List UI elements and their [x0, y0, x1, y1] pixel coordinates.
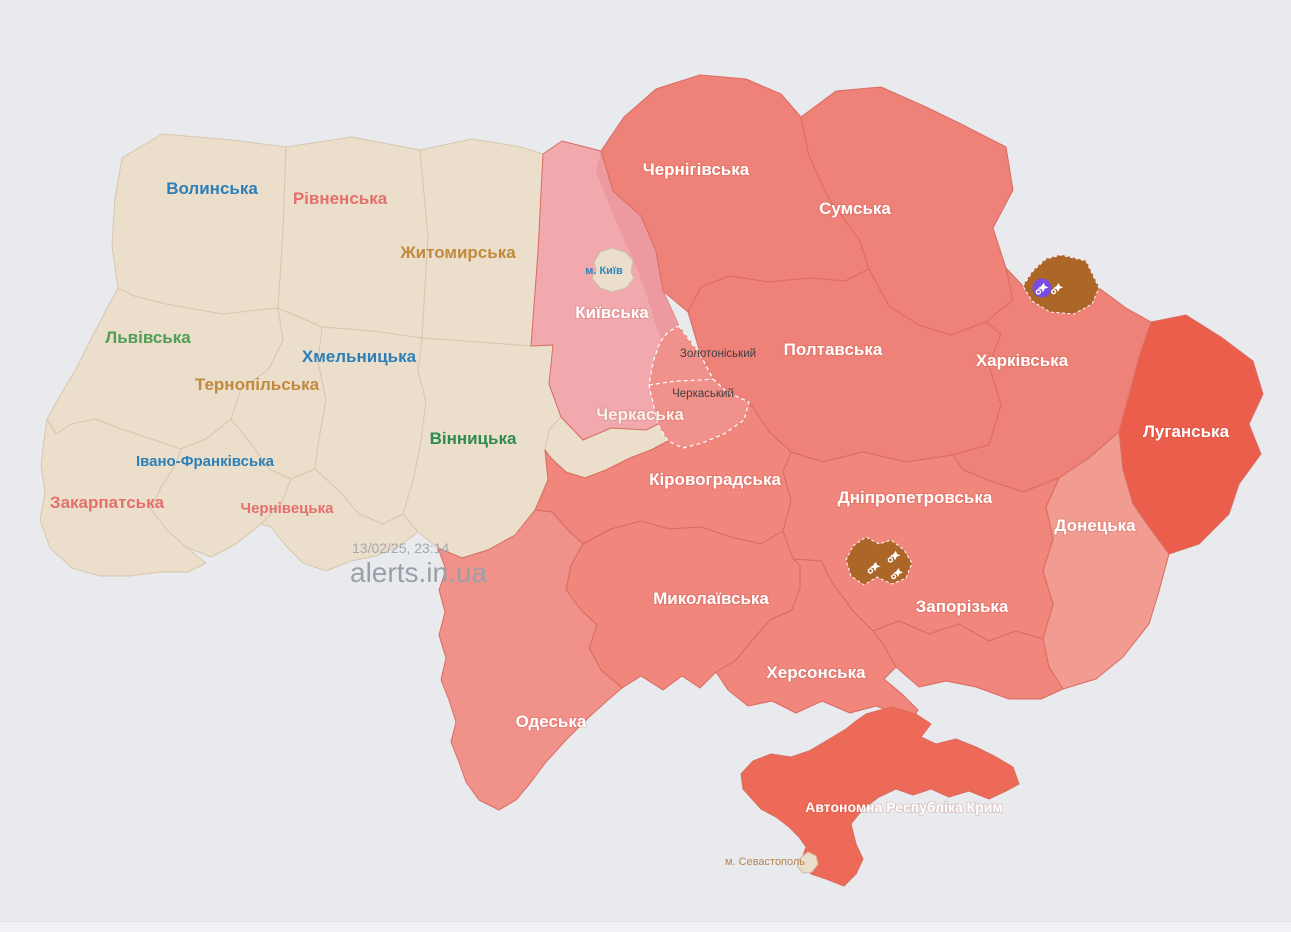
region-label-vinnytska: Вінницька: [430, 429, 517, 448]
region-label-kyivska: Київська: [575, 303, 649, 322]
region-label-volynska: Волинська: [166, 179, 258, 198]
region-label-luhanska: Луганська: [1143, 422, 1230, 441]
footer-strip: [0, 921, 1291, 932]
region-label-poltavska: Полтавська: [784, 340, 883, 359]
region-label-chernivetska: Чернівецька: [241, 500, 335, 517]
city-sevastopol-area[interactable]: [796, 851, 819, 874]
region-label-zaporizka: Запорізька: [916, 597, 1009, 616]
region-label-cherkaska: Черкаська: [596, 405, 684, 424]
hromada-kharkiv-border-raid-area[interactable]: [1022, 254, 1100, 315]
region-odeska[interactable]: [437, 509, 623, 811]
region-label-kharkivska: Харківська: [976, 351, 1069, 370]
region-label-khersonska: Херсонська: [766, 663, 866, 682]
region-label-sumska: Сумська: [819, 199, 891, 218]
watermark-site-logo: alerts.in.ua: [350, 557, 487, 588]
region-label-zhytomyrska: Житомирська: [399, 243, 516, 262]
region-label-mykolaivska: Миколаївська: [653, 589, 769, 608]
region-label-zakarpatska: Закарпатська: [50, 493, 165, 512]
region-zakarpatska[interactable]: [39, 418, 207, 577]
city-label-sevastopol: м. Севастополь: [725, 856, 805, 868]
region-label-dnipropetrovska: Дніпропетровська: [838, 488, 993, 507]
region-label-rivnenska: Рівненська: [293, 189, 388, 208]
region-label-kirovohradska: Кіровоградська: [649, 470, 781, 489]
region-label-crimea: Автономна Республіка Крим: [805, 799, 1003, 815]
region-label-ternopilska: Тернопільська: [195, 375, 320, 394]
district-label-cherkaskyi: Черкаський: [672, 388, 734, 400]
uav-threat-badge[interactable]: [1032, 278, 1052, 298]
region-rivnenska[interactable]: [277, 136, 429, 339]
region-luhanska[interactable]: [1118, 314, 1264, 555]
region-khersonska[interactable]: [715, 558, 919, 721]
district-zolotoniskyi-cherkaskyi-area[interactable]: [648, 325, 750, 449]
region-label-ivano-frankivska: Івано-Франківська: [136, 453, 275, 470]
region-volynska[interactable]: [111, 133, 287, 315]
region-label-khmelnytska: Хмельницька: [302, 347, 417, 366]
region-label-lvivska: Львівська: [105, 328, 191, 347]
watermark-timestamp: 13/02/25, 23:14: [352, 540, 450, 556]
city-label-kyiv: м. Київ: [585, 265, 623, 277]
region-label-odeska: Одеська: [516, 712, 587, 731]
district-label-zolotoniskyi: Золотоніський: [680, 348, 756, 360]
district-border-line: [648, 378, 714, 386]
region-label-chernihivska: Чернігівська: [643, 160, 750, 179]
region-crimea[interactable]: [740, 706, 1020, 887]
region-chernivetska[interactable]: [260, 468, 419, 572]
region-kyivska-left-bank-strip[interactable]: [596, 151, 713, 386]
city-kyiv-area[interactable]: [591, 247, 635, 293]
region-label-donetska: Донецька: [1054, 516, 1136, 535]
